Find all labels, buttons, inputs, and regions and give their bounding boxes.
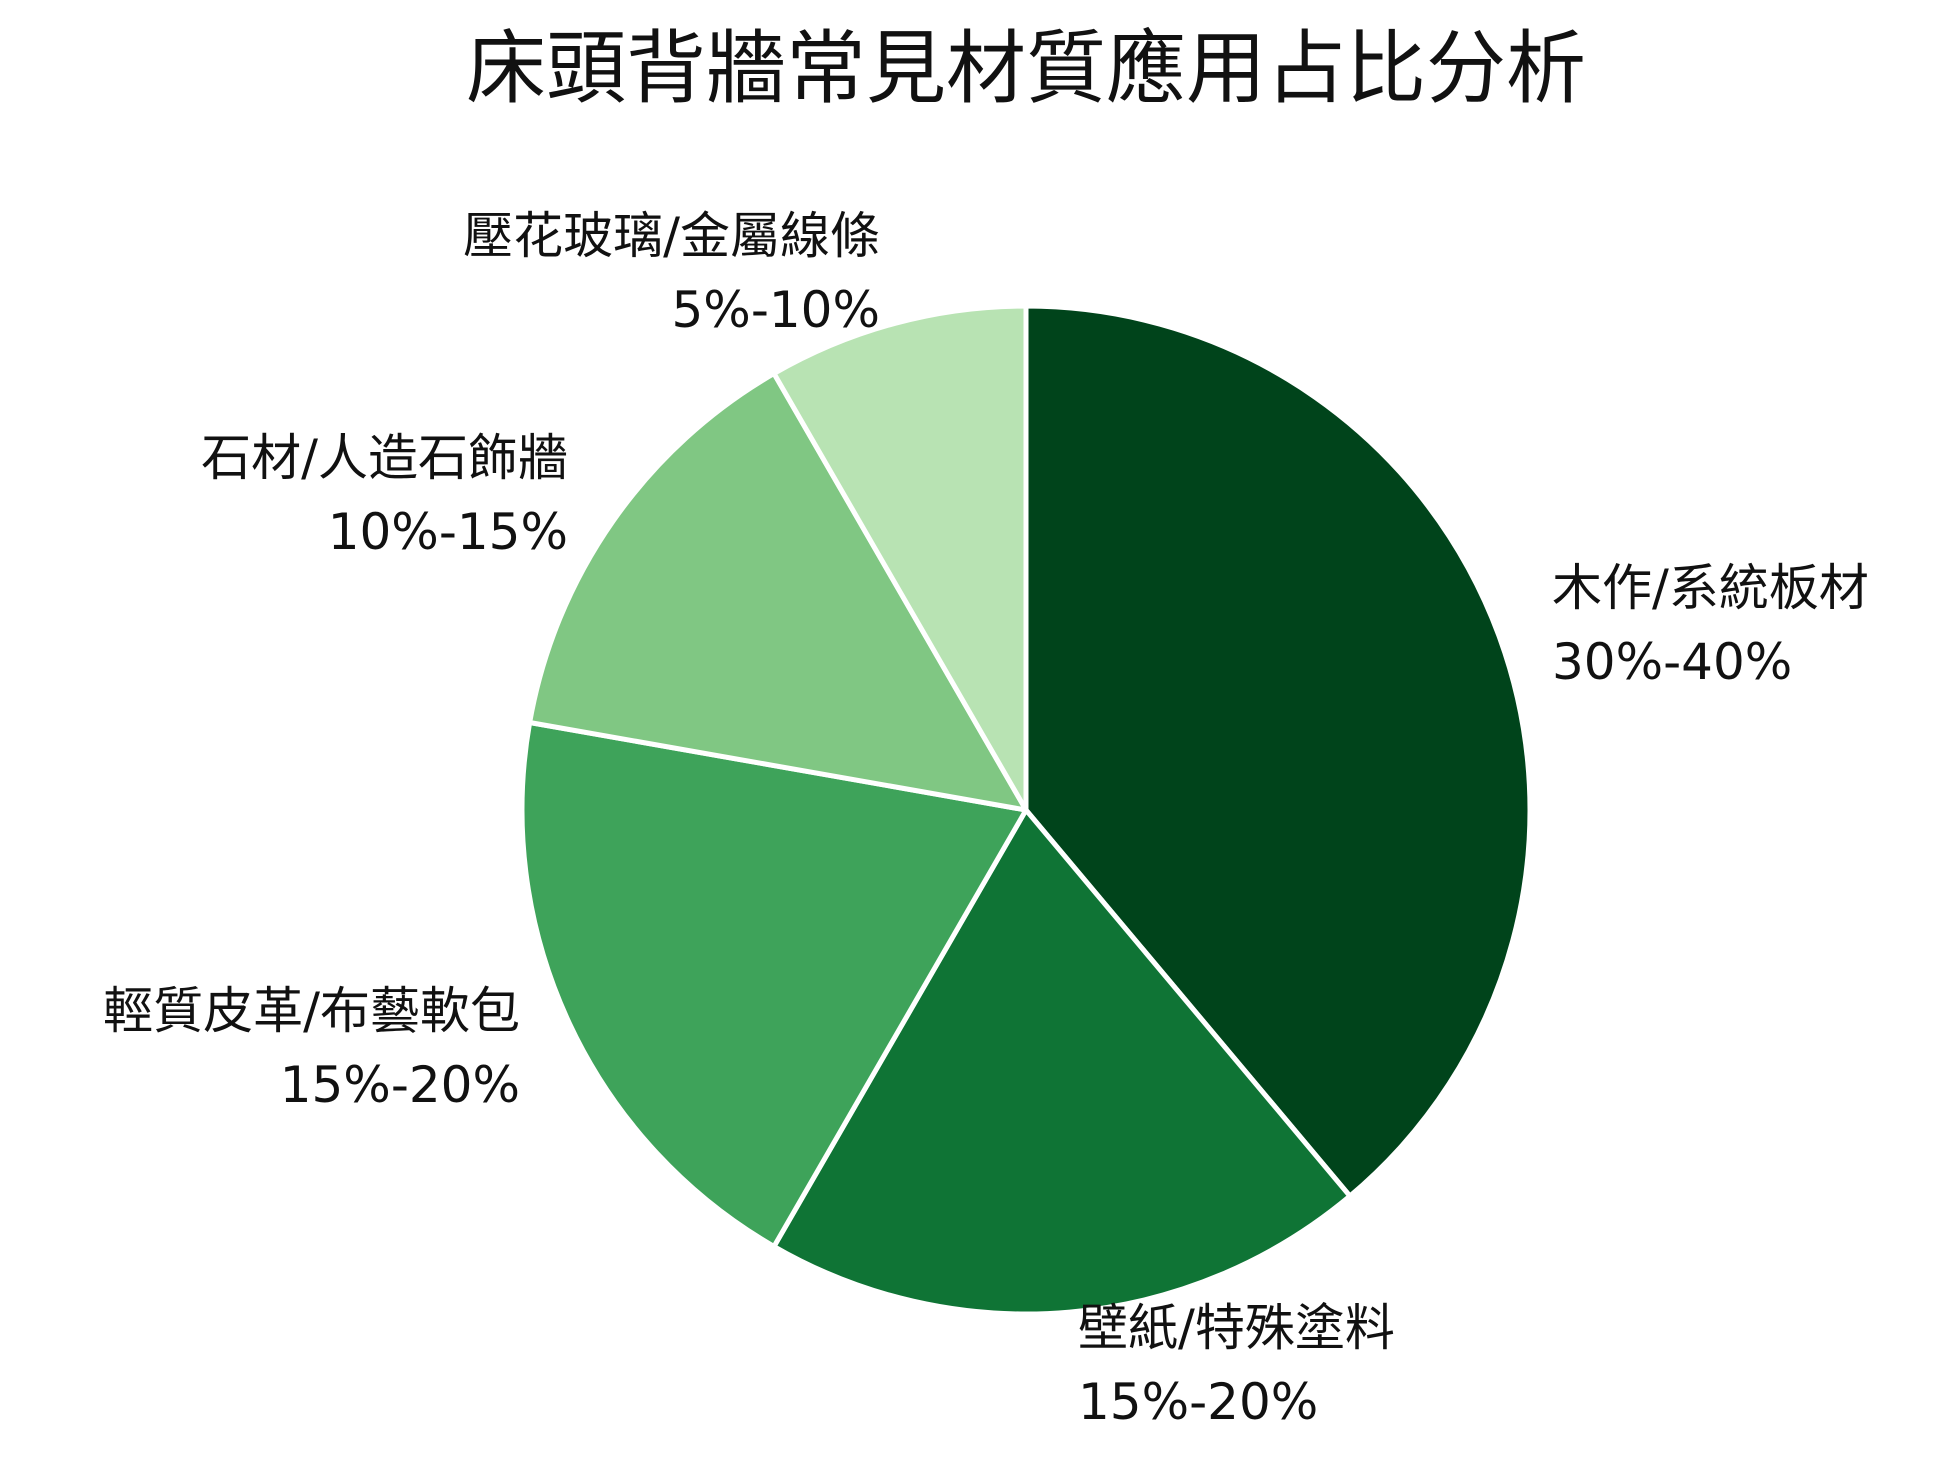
pie-slice-4 — [527, 371, 1029, 813]
slice-label-5: 壓花玻璃/金屬線條 — [463, 207, 880, 265]
slice-label-2: 壁紙/特殊塗料 — [1078, 1299, 1395, 1357]
chart-title: 床頭背牆常見材質應用占比分析 — [466, 22, 1586, 115]
slice-percentage-4: 10%-15% — [328, 503, 568, 561]
slice-label-1: 木作/系統板材 — [1552, 559, 1869, 617]
pie-slice-2 — [771, 807, 1353, 1317]
slice-percentage-2: 15%-20% — [1078, 1373, 1318, 1431]
pie-slices — [519, 303, 1533, 1317]
slice-percentage-1: 30%-40% — [1552, 633, 1792, 691]
pie-slice-3 — [519, 719, 1029, 1249]
pie-slice-1 — [1023, 303, 1533, 1199]
slice-percentage-5: 5%-10% — [672, 281, 881, 339]
slice-percentage-3: 15%-20% — [280, 1056, 520, 1114]
pie-labels: 木作/系統板材 30%-40% 壁紙/特殊塗料 15%-20% 輕質皮革/布藝軟包 15%… — [103, 207, 1869, 1431]
slice-label-4: 石材/人造石飾牆 — [201, 429, 568, 487]
slice-label-3: 輕質皮革/布藝軟包 — [103, 982, 520, 1040]
pie-slice-5 — [771, 303, 1029, 813]
